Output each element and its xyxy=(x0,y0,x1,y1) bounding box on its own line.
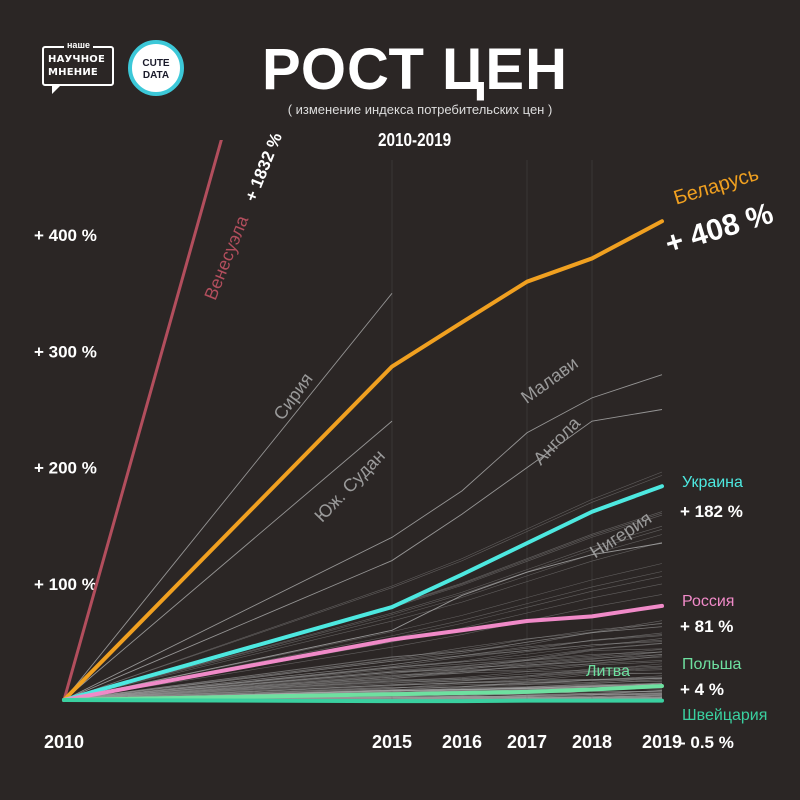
background-line xyxy=(63,471,663,701)
series-line-gray xyxy=(63,374,663,701)
y-tick-label: + 200 % xyxy=(34,459,97,478)
background-line xyxy=(63,638,663,701)
series-name: Венесуэла xyxy=(200,212,252,303)
background-line xyxy=(63,651,663,701)
background-line xyxy=(63,660,663,701)
background-line xyxy=(63,668,663,701)
gray-series-label: Ангола xyxy=(529,412,585,469)
chart-subtitle: ( изменение индекса потребительских цен … xyxy=(287,102,553,117)
venezuela-label: Венесуэла + 1832 % xyxy=(200,130,285,303)
series-line-gray xyxy=(63,420,393,701)
series-line-gray xyxy=(63,542,663,701)
background-line xyxy=(63,620,663,701)
background-line xyxy=(63,643,663,701)
background-line xyxy=(63,632,663,701)
gray-series-label: Юж. Судан xyxy=(311,446,389,526)
series-line-1 xyxy=(62,219,664,702)
nauchnoe-mnenie-logo: наше НАУЧНОЕ МНЕНИЕ xyxy=(42,40,116,94)
background-line xyxy=(63,525,663,701)
background-line xyxy=(63,683,663,701)
series-line-3 xyxy=(62,603,664,702)
series-value: + 1832 % xyxy=(241,130,286,204)
x-tick-label: 2010 xyxy=(44,732,84,752)
y-tick-label: + 100 % xyxy=(34,575,97,594)
background-line xyxy=(63,663,663,701)
speech-bubble-tail xyxy=(52,84,62,94)
background-line xyxy=(63,676,663,701)
series-value: - 0.5 % xyxy=(680,733,734,752)
series-line-4 xyxy=(62,684,664,702)
series-line-2 xyxy=(62,484,664,702)
series-value: + 4 % xyxy=(680,680,724,699)
chart-title: РОСТ ЦЕН xyxy=(262,37,568,102)
background-line xyxy=(63,661,663,701)
gray-series-label: Нигерия xyxy=(586,508,655,562)
series-line-gray xyxy=(63,683,663,701)
series-name: Россия xyxy=(682,593,734,610)
x-tick-label: 2015 xyxy=(372,732,412,752)
background-line xyxy=(63,594,663,701)
background-line xyxy=(63,680,663,701)
x-tick-label: 2018 xyxy=(572,732,612,752)
background-line xyxy=(63,697,663,701)
logo2-line2: DATA xyxy=(142,70,170,81)
background-line xyxy=(63,648,663,701)
series-name: Польша xyxy=(682,656,742,673)
background-line xyxy=(63,563,663,701)
background-line xyxy=(63,665,663,701)
series-value: + 81 % xyxy=(680,617,733,636)
background-line xyxy=(63,626,663,701)
logo-small-text: наше xyxy=(64,40,93,50)
series-line-0 xyxy=(62,140,223,702)
logo-line1: НАУЧНОЕ xyxy=(48,54,106,65)
series-line-gray xyxy=(63,293,393,701)
series-line-5 xyxy=(62,698,664,704)
chart-period: 2010-2019 xyxy=(378,130,452,150)
background-line xyxy=(63,534,663,701)
background-line xyxy=(63,475,663,701)
gray-series-label: Литва xyxy=(586,663,630,680)
background-line xyxy=(63,672,663,701)
series-value: + 182 % xyxy=(680,502,743,521)
background-line xyxy=(63,529,663,701)
background-line xyxy=(63,672,663,701)
background-line xyxy=(63,639,663,701)
series-line-gray xyxy=(63,409,663,701)
logo-line2: МНЕНИЕ xyxy=(48,67,98,78)
background-line xyxy=(63,651,663,701)
cute-data-logo: CUTE DATA xyxy=(128,40,184,96)
background-line xyxy=(63,571,663,701)
series-name: Швейцария xyxy=(682,707,767,724)
y-tick-label: + 300 % xyxy=(34,342,97,361)
background-country-lines xyxy=(63,471,663,703)
series-name: Украина xyxy=(682,474,743,491)
x-tick-label: 2016 xyxy=(442,732,482,752)
x-tick-label: 2017 xyxy=(507,732,547,752)
y-tick-label: + 400 % xyxy=(34,226,97,245)
background-line xyxy=(63,623,663,701)
background-line xyxy=(63,541,663,701)
logo2-line1: CUTE xyxy=(142,58,170,69)
x-tick-label: 2019 xyxy=(642,732,682,752)
background-line xyxy=(63,653,663,701)
